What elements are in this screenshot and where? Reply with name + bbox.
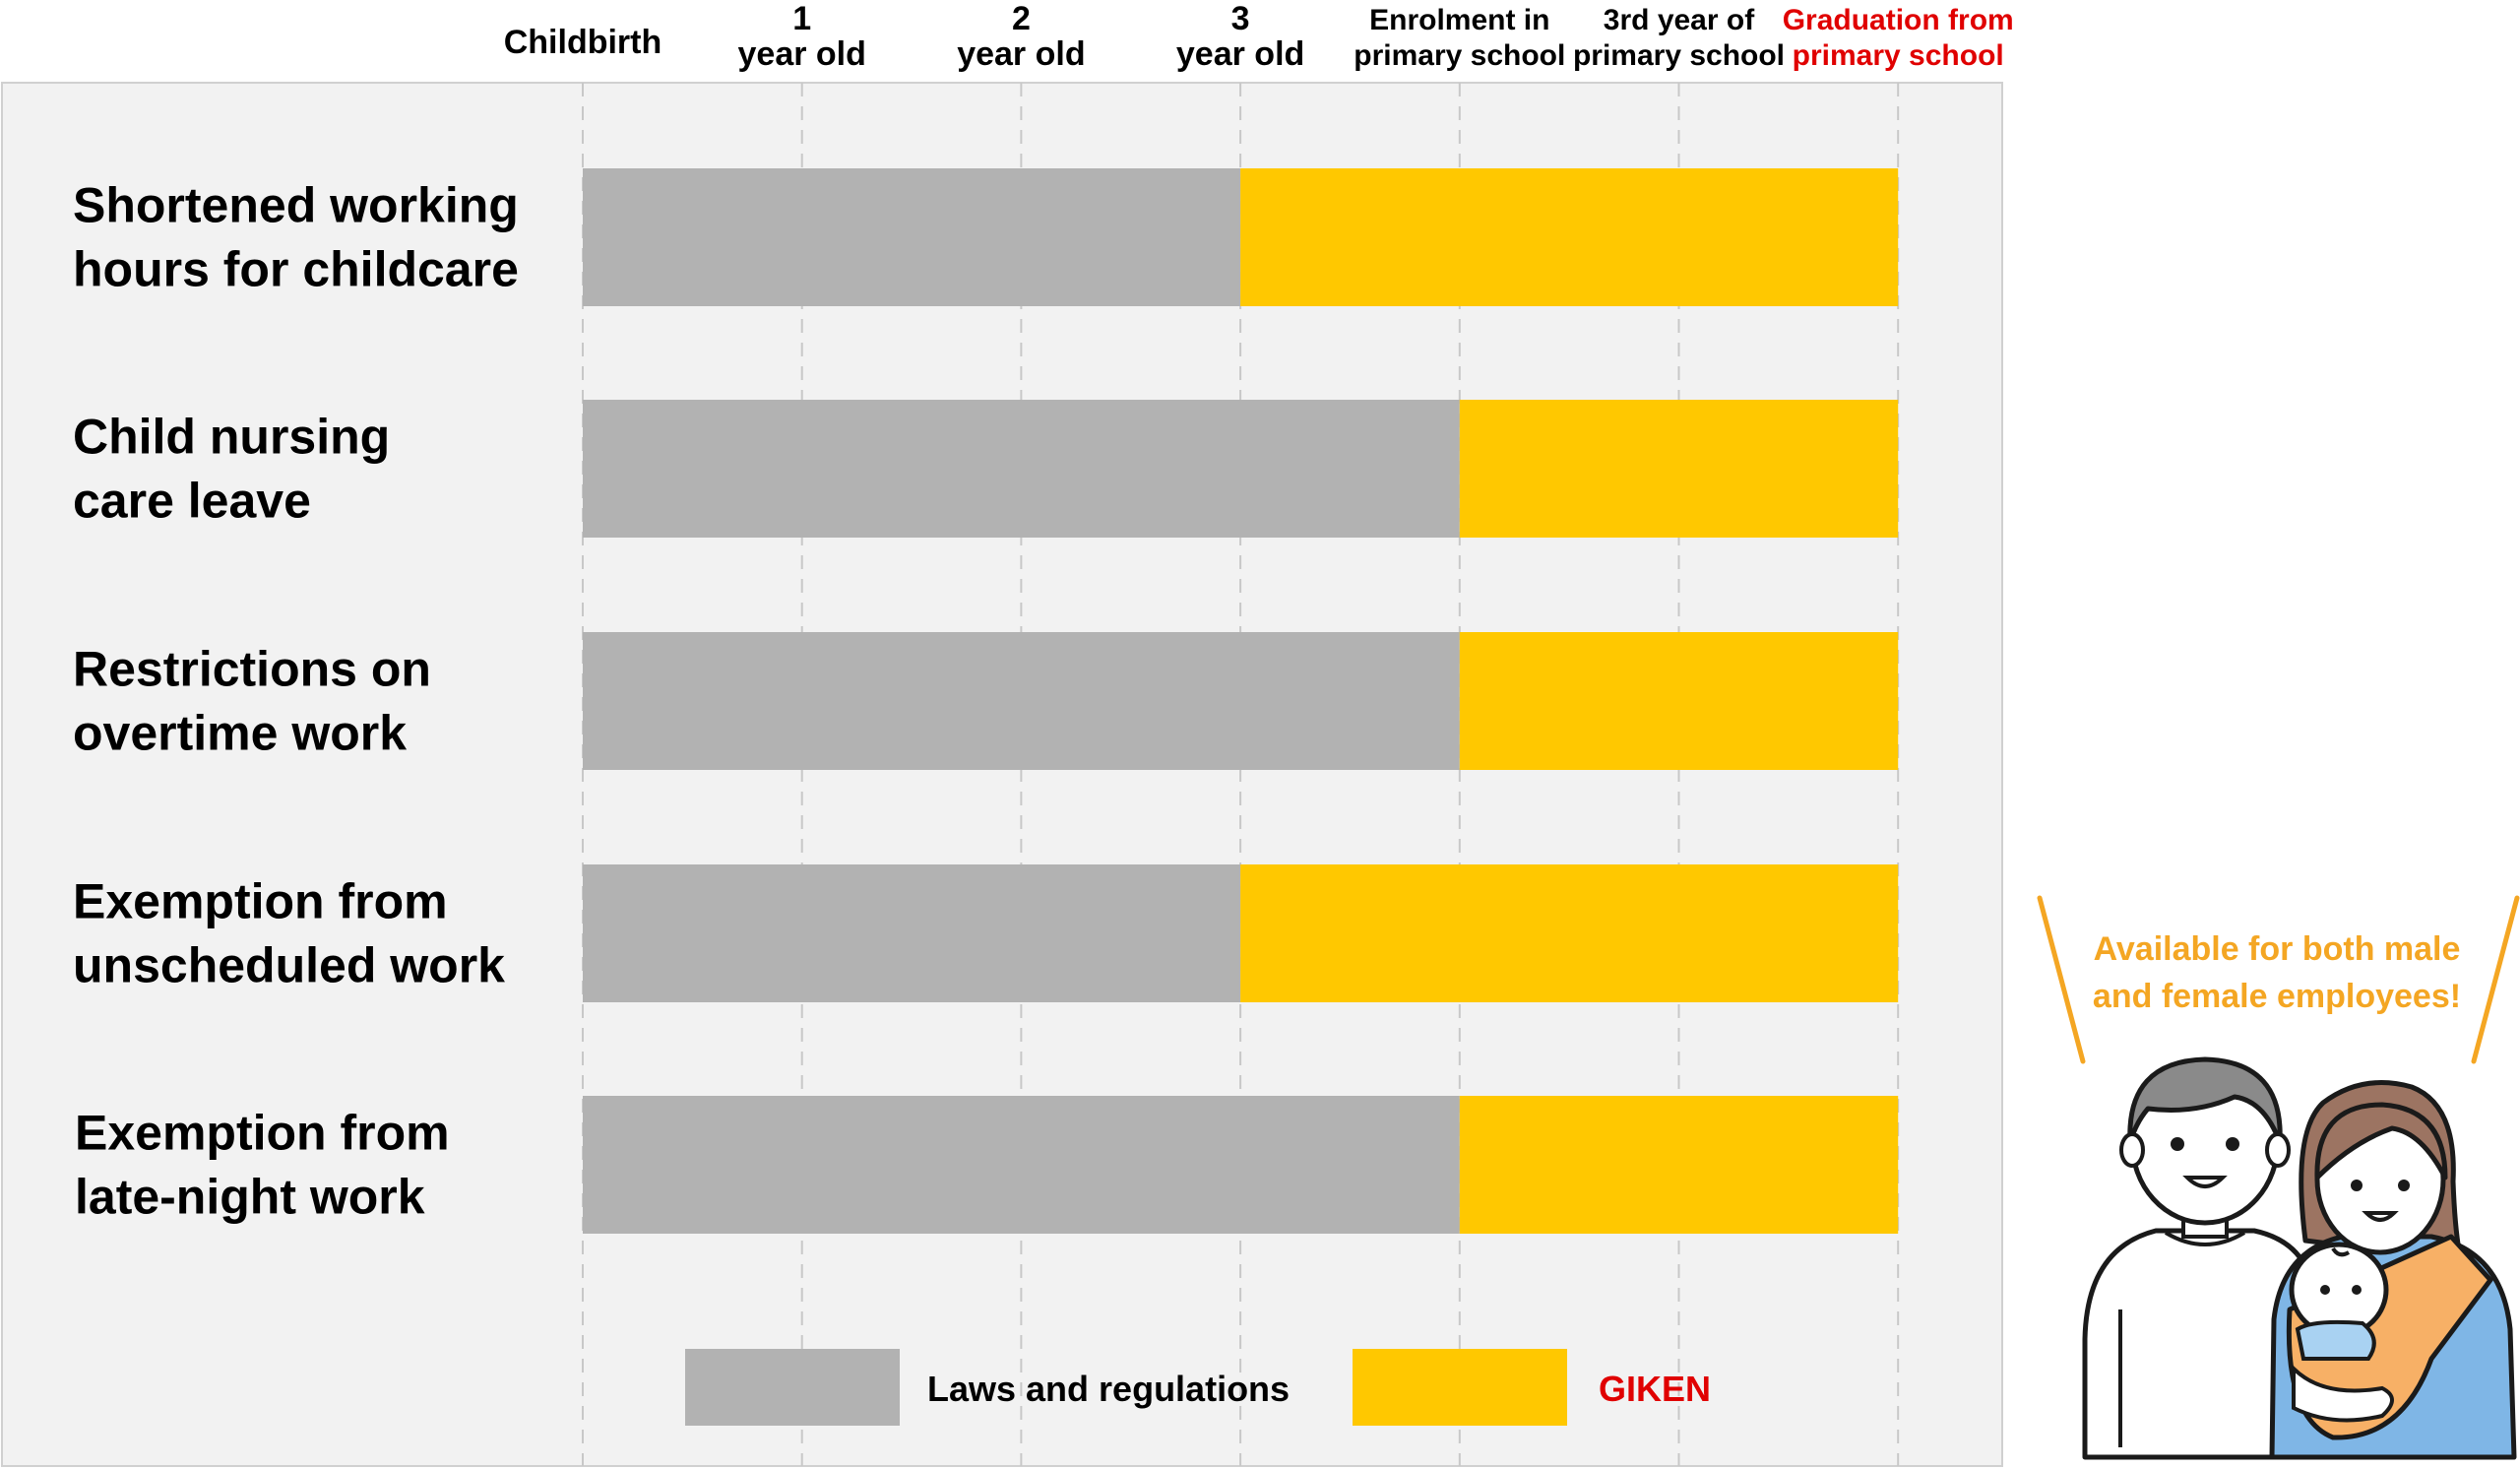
- row-label: hours for childcare: [73, 242, 519, 297]
- row-label: Shortened working: [73, 178, 519, 233]
- legend-swatch-laws: [685, 1349, 900, 1426]
- milestone-label-line1: 1: [792, 0, 811, 37]
- grid-lines: [582, 83, 1900, 1466]
- milestone-label-line2: year old: [957, 35, 1085, 73]
- milestone-label-line2: primary school: [1573, 39, 1785, 72]
- mother-eye-left: [2351, 1180, 2362, 1191]
- baby-hair: [2331, 1246, 2351, 1257]
- milestone-label-line1: 3: [1231, 0, 1250, 37]
- father-mouth: [2182, 1176, 2228, 1188]
- mother-mouth: [2362, 1211, 2399, 1222]
- bar-laws-and-regulations: [583, 168, 1241, 306]
- mother-arm: [2292, 1364, 2394, 1423]
- milestone-label-line2: year old: [738, 35, 866, 73]
- row-label: Child nursing: [73, 410, 390, 465]
- bar-giken: [1459, 400, 1899, 538]
- callout-line-1: Available for both male: [2094, 930, 2461, 968]
- milestone-label-line1: Graduation from: [1783, 4, 2014, 36]
- father-eye-left: [2171, 1137, 2184, 1151]
- mother-bangs: [2314, 1102, 2448, 1181]
- row-label: care leave: [73, 474, 311, 529]
- baby-body: [2295, 1319, 2376, 1361]
- bar-giken: [1459, 632, 1899, 770]
- chart-panel: [1, 82, 2003, 1467]
- row-label: overtime work: [73, 706, 407, 761]
- row-label: unscheduled work: [73, 938, 505, 993]
- bar-giken: [1240, 864, 1899, 1002]
- mother-eye-right: [2398, 1180, 2410, 1191]
- father-ear-right: [2265, 1132, 2291, 1168]
- bar-giken: [1240, 168, 1899, 306]
- row-label: Exemption from: [75, 1106, 450, 1161]
- legend: Laws and regulations GIKEN: [685, 1349, 1711, 1426]
- milestone-label-line2: year old: [1176, 35, 1304, 73]
- family-illustration: [2082, 1056, 2517, 1460]
- row-label: Restrictions on: [73, 642, 431, 697]
- baby-eye-right: [2352, 1285, 2362, 1295]
- row-label: Exemption from: [73, 874, 448, 929]
- bar-giken: [1459, 1096, 1899, 1234]
- callout-line-2: and female employees!: [2093, 978, 2461, 1015]
- legend-swatch-giken: [1353, 1349, 1567, 1426]
- baby-eye-left: [2320, 1285, 2330, 1295]
- father-eye-right: [2226, 1137, 2239, 1151]
- milestone-label-line1: 2: [1012, 0, 1031, 37]
- row-label: late-night work: [75, 1170, 425, 1225]
- milestone-label-line1: Enrolment in: [1369, 4, 1549, 36]
- milestone-label-line2: primary school: [1793, 39, 2004, 72]
- legend-label-giken: GIKEN: [1599, 1369, 1711, 1409]
- milestone-label-line1: 3rd year of: [1604, 4, 1755, 36]
- bar-laws-and-regulations: [583, 632, 1460, 770]
- legend-label-laws: Laws and regulations: [927, 1369, 1290, 1409]
- bar-laws-and-regulations: [583, 864, 1241, 1002]
- callout: Available for both male and female emplo…: [2037, 895, 2520, 1064]
- milestone-label-line2: primary school: [1354, 39, 1565, 72]
- father-collar: [2164, 1231, 2246, 1246]
- bar-laws-and-regulations: [583, 400, 1460, 538]
- callout-right-stroke: [2471, 895, 2520, 1064]
- bar-laws-and-regulations: [583, 1096, 1460, 1234]
- bars: [583, 168, 1899, 1234]
- milestone-label: Childbirth: [504, 24, 662, 61]
- row-labels: Shortened working hours for childcare Chil…: [73, 178, 519, 1225]
- callout-left-stroke: [2037, 895, 2086, 1064]
- father-ear-left: [2119, 1132, 2145, 1168]
